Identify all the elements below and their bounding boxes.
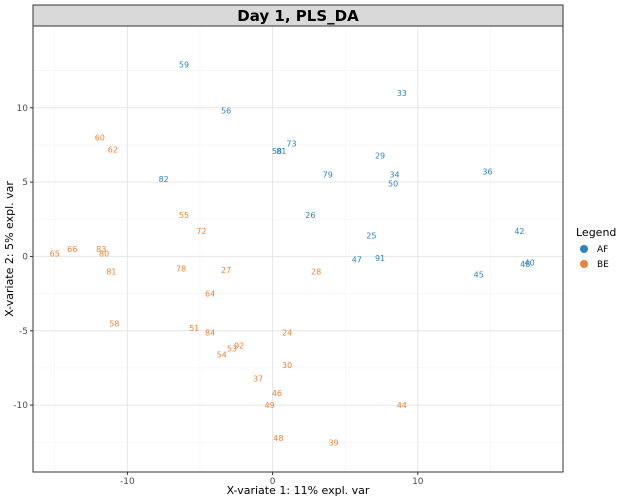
y-tick-label: 0 [22,252,28,262]
point-label-be: 92 [234,342,244,351]
grid-minor-lines [33,26,563,472]
point-label-be: 46 [272,389,282,398]
point-label-af: 50 [388,180,398,189]
point-label-be: 30 [282,361,292,370]
legend-entries: AF BE [580,245,609,270]
point-label-be: 78 [176,264,186,273]
point-label-af: 73 [286,139,296,148]
point-label-af: 45 [474,270,484,279]
panel-background [32,25,564,473]
point-label-be: 24 [282,328,292,337]
point-label-be: 60 [95,134,105,143]
point-label-be: 81 [106,267,116,276]
legend-label-af: AF [597,245,608,255]
point-label-be: 48 [273,434,283,443]
point-label-be: 44 [397,401,407,410]
point-label-be: 66 [67,245,77,254]
point-label-af: 79 [323,171,333,180]
point-label-be: 80 [99,249,109,258]
point-label-be: 55 [179,211,189,220]
point-label-af: 47 [352,255,362,264]
point-label-af: 59 [179,61,189,70]
y-tick-label: 5 [22,178,28,188]
x-axis-title: X-variate 1: 11% expl. var [227,484,370,497]
y-axis-title: X-variate 2: 5% expl. var [3,181,16,317]
point-label-af: 25 [366,232,376,241]
point-label-af: 91 [375,254,385,263]
point-label-be: 27 [221,266,231,275]
y-axis-ticks: -10 -5 0 5 10 [13,104,33,411]
point-label-be: 65 [50,249,60,258]
legend-label-be: BE [597,260,609,270]
point-label-af: 48 [520,260,530,269]
point-label-be: 54 [217,351,227,360]
point-label-af: 42 [514,227,524,236]
point-label-af: 26 [305,211,315,220]
chart-title: Day 1, PLS_DA [237,7,359,25]
point-label-be: 72 [196,227,206,236]
point-label-be: 84 [205,328,215,337]
point-label-af: 33 [397,89,407,98]
point-label-af: 29 [375,151,385,160]
point-label-af: 56 [221,107,231,116]
x-tick-label: 10 [412,477,424,487]
point-label-be: 62 [108,145,118,154]
point-label-af: 58 [272,147,282,156]
point-label-be: 37 [253,374,263,383]
x-axis-ticks: -10 0 10 [120,472,424,487]
point-label-be: 28 [311,267,321,276]
point-label-af: 34 [389,171,399,180]
point-label-be: 64 [205,290,215,299]
grid-major-lines [33,26,563,472]
y-tick-label: -5 [19,327,28,337]
legend-title: Legend [576,226,616,239]
point-label-be: 83 [96,245,106,254]
point-label-be: 39 [328,438,338,447]
point-label-be: 51 [189,324,199,333]
x-tick-label: 0 [270,477,276,487]
y-tick-label: -10 [13,401,28,411]
point-label-af: 81 [276,147,286,156]
point-label-be: 58 [109,319,119,328]
point-label-be: 53 [227,345,237,354]
point-label-af: 40 [525,258,535,267]
legend: Legend AF BE [576,226,616,270]
point-label-be: 49 [265,401,275,410]
x-tick-label: -10 [120,477,135,487]
point-label-af: 82 [159,175,169,184]
y-tick-label: 10 [17,104,29,114]
legend-marker-be [580,260,588,268]
title-strip [32,4,564,27]
legend-marker-af [580,245,588,253]
point-label-af: 36 [482,168,492,177]
